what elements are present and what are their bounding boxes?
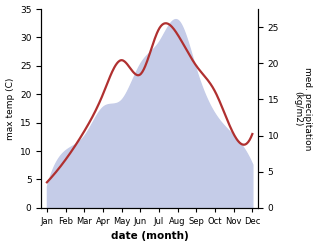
Y-axis label: max temp (C): max temp (C) (5, 77, 15, 140)
X-axis label: date (month): date (month) (111, 231, 189, 242)
Y-axis label: med. precipitation
(kg/m2): med. precipitation (kg/m2) (293, 67, 313, 150)
